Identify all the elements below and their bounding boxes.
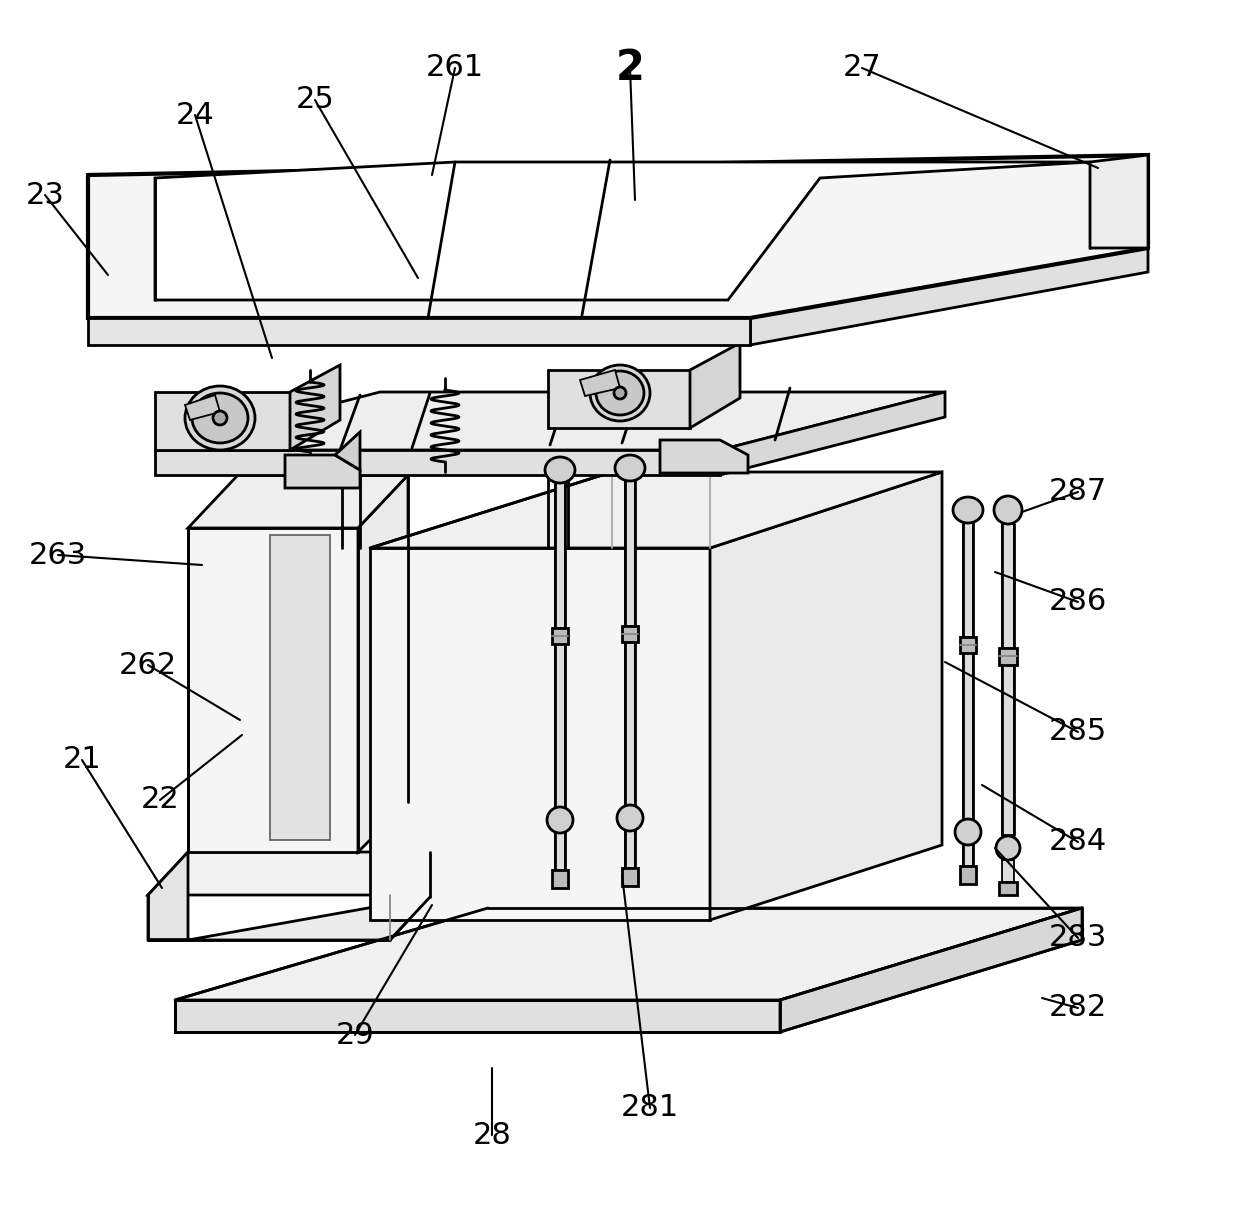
Polygon shape	[188, 528, 358, 852]
Polygon shape	[622, 868, 639, 886]
Circle shape	[618, 805, 644, 831]
Polygon shape	[548, 370, 689, 428]
Circle shape	[994, 496, 1022, 524]
Text: 27: 27	[843, 53, 882, 82]
Polygon shape	[335, 432, 360, 469]
Polygon shape	[622, 626, 639, 643]
Polygon shape	[148, 852, 188, 940]
Circle shape	[547, 807, 573, 832]
Ellipse shape	[615, 455, 645, 482]
Polygon shape	[370, 472, 942, 548]
Polygon shape	[999, 882, 1017, 895]
Polygon shape	[188, 476, 408, 528]
Polygon shape	[155, 162, 1090, 300]
Text: 21: 21	[63, 745, 102, 774]
Ellipse shape	[192, 393, 248, 443]
Text: 285: 285	[1049, 718, 1107, 747]
Polygon shape	[580, 370, 620, 396]
Polygon shape	[720, 392, 945, 476]
Text: 25: 25	[295, 86, 335, 115]
Text: 262: 262	[119, 651, 177, 680]
Polygon shape	[750, 248, 1148, 345]
Polygon shape	[88, 155, 1148, 318]
Polygon shape	[290, 365, 340, 450]
Circle shape	[614, 387, 626, 399]
Polygon shape	[556, 828, 565, 870]
Polygon shape	[148, 852, 430, 895]
Text: 284: 284	[1049, 828, 1107, 857]
Ellipse shape	[954, 497, 983, 523]
Ellipse shape	[185, 386, 255, 450]
Polygon shape	[780, 908, 1083, 1032]
Polygon shape	[625, 478, 635, 626]
Text: 263: 263	[29, 541, 87, 570]
Ellipse shape	[546, 457, 575, 483]
Polygon shape	[711, 472, 942, 920]
Text: 282: 282	[1049, 993, 1107, 1022]
Polygon shape	[358, 476, 408, 852]
Polygon shape	[625, 826, 635, 868]
Polygon shape	[88, 318, 750, 345]
Polygon shape	[689, 342, 740, 428]
Circle shape	[955, 819, 981, 845]
Polygon shape	[1002, 666, 1014, 835]
Ellipse shape	[590, 365, 650, 421]
Polygon shape	[963, 840, 973, 866]
Polygon shape	[370, 548, 711, 920]
Text: 283: 283	[1049, 923, 1107, 952]
Ellipse shape	[596, 371, 644, 415]
Text: 23: 23	[26, 180, 64, 209]
Polygon shape	[552, 870, 568, 888]
Polygon shape	[1002, 524, 1014, 649]
Text: 287: 287	[1049, 478, 1107, 507]
Polygon shape	[999, 649, 1017, 666]
Polygon shape	[660, 440, 748, 473]
Text: 261: 261	[425, 53, 484, 82]
Polygon shape	[625, 643, 635, 806]
Polygon shape	[1090, 155, 1148, 248]
Polygon shape	[175, 999, 780, 1032]
Polygon shape	[556, 480, 565, 628]
Polygon shape	[148, 897, 430, 940]
Polygon shape	[960, 866, 976, 885]
Polygon shape	[556, 644, 565, 808]
Polygon shape	[155, 450, 720, 476]
Circle shape	[213, 411, 227, 425]
Text: 29: 29	[336, 1020, 374, 1049]
Polygon shape	[175, 908, 1083, 999]
Text: 2: 2	[615, 47, 645, 90]
Polygon shape	[1002, 860, 1014, 882]
Polygon shape	[155, 392, 290, 450]
Polygon shape	[185, 394, 219, 420]
Text: 28: 28	[472, 1120, 511, 1150]
Circle shape	[996, 836, 1021, 860]
Polygon shape	[285, 455, 360, 488]
Polygon shape	[963, 520, 973, 636]
Polygon shape	[270, 535, 330, 840]
Polygon shape	[155, 392, 945, 450]
Text: 24: 24	[176, 100, 215, 129]
Text: 281: 281	[621, 1094, 680, 1123]
Text: 22: 22	[140, 785, 180, 814]
Polygon shape	[960, 636, 976, 653]
Text: 286: 286	[1049, 588, 1107, 617]
Polygon shape	[552, 628, 568, 644]
Polygon shape	[963, 653, 973, 820]
